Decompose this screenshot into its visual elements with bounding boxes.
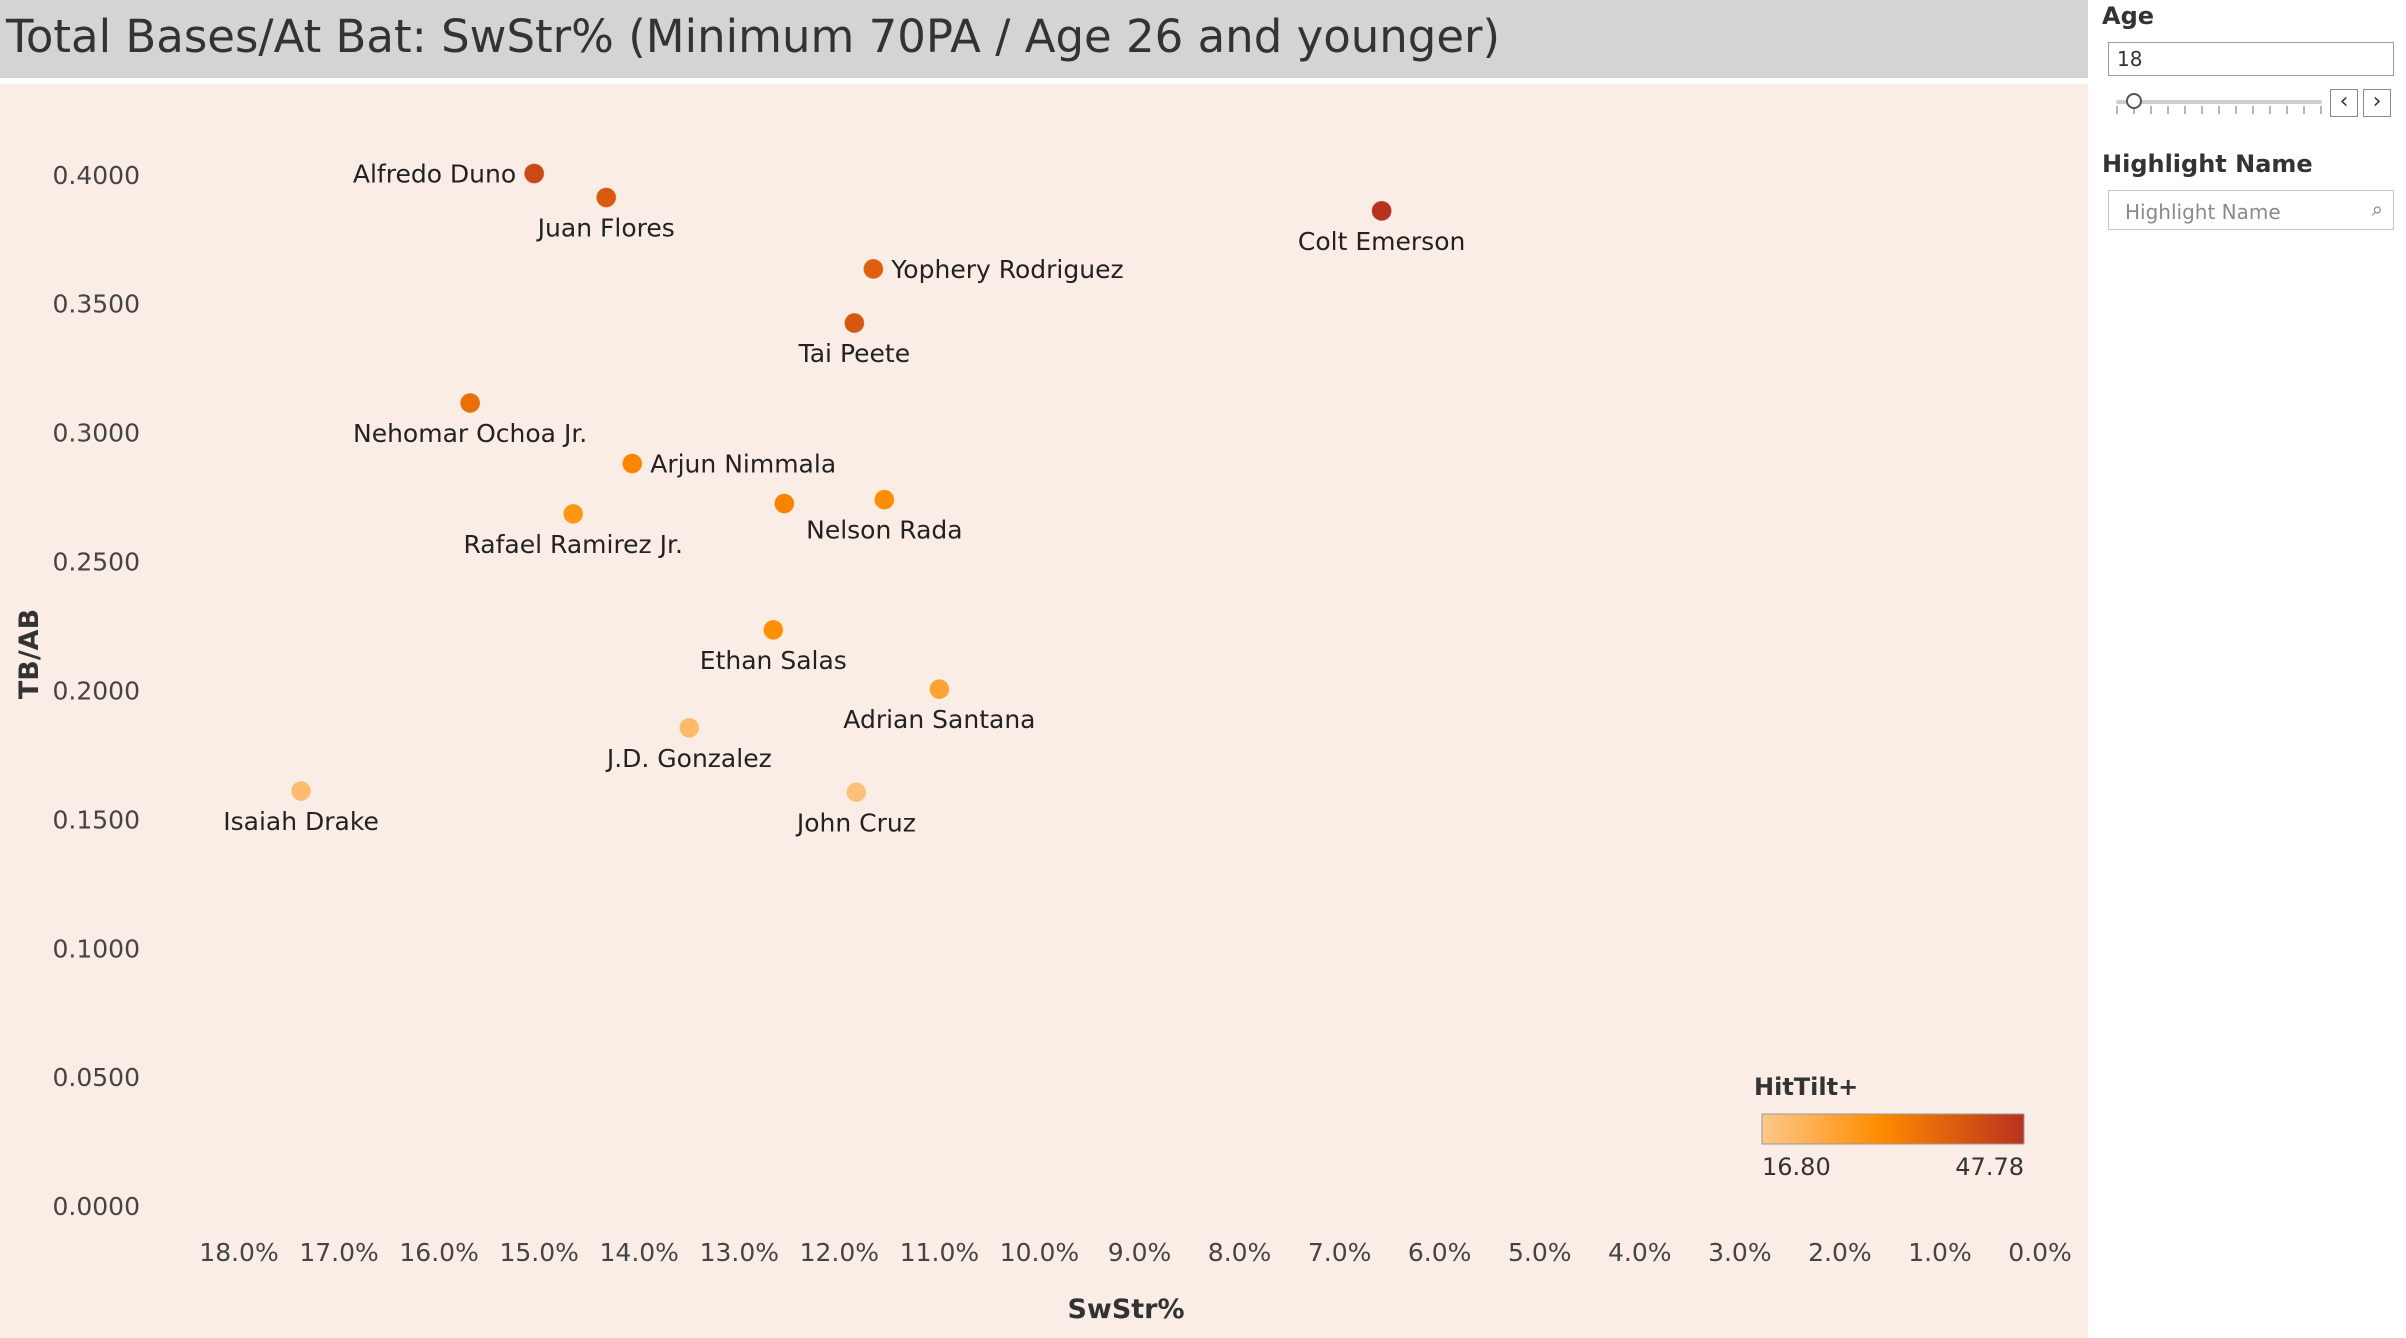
search-icon[interactable]: ⌕	[2371, 197, 2383, 221]
x-tick-label: 4.0%	[1608, 1238, 1672, 1267]
point-label: Juan Flores	[536, 213, 675, 242]
x-tick-label: 9.0%	[1108, 1238, 1172, 1267]
x-tick-label: 1.0%	[1908, 1238, 1972, 1267]
point-label: John Cruz	[795, 808, 916, 837]
age-filter-label: Age	[2102, 2, 2155, 30]
point-labels: Alfredo Duno Juan Flores Colt Emerson Yophe…	[223, 159, 1465, 837]
age-slider-ticks	[2116, 106, 2322, 114]
x-tick-label: 18.0%	[199, 1238, 278, 1267]
x-tick-label: 8.0%	[1208, 1238, 1272, 1267]
chevron-right-icon: ›	[2372, 89, 2382, 114]
x-tick-label: 3.0%	[1708, 1238, 1772, 1267]
point-label: J.D. Gonzalez	[605, 744, 772, 773]
x-axis-title: SwStr%	[1067, 1294, 1184, 1325]
legend-gradient-bar	[1761, 1113, 2025, 1145]
data-point[interactable]	[523, 162, 545, 184]
data-point[interactable]	[843, 312, 865, 334]
x-tick-label: 16.0%	[399, 1238, 478, 1267]
point-label: Alfredo Duno	[353, 159, 516, 188]
y-tick-label: 0.3000	[53, 419, 140, 448]
age-slider-thumb[interactable]	[2126, 93, 2142, 109]
highlight-name-input[interactable]	[2123, 199, 2357, 225]
chevron-left-icon: ‹	[2339, 89, 2349, 114]
y-tick-label: 0.1000	[53, 934, 140, 963]
point-label: Yophery Rodriguez	[890, 255, 1123, 284]
x-tick-label: 10.0%	[1000, 1238, 1079, 1267]
x-tick-label: 0.0%	[2008, 1238, 2072, 1267]
legend-max-label: 47.78	[1955, 1153, 2024, 1181]
data-point[interactable]	[678, 717, 700, 739]
legend-title: HitTilt+	[1754, 1073, 1858, 1101]
data-point[interactable]	[1371, 200, 1393, 222]
x-tick-label: 13.0%	[700, 1238, 779, 1267]
age-input[interactable]	[2108, 42, 2394, 76]
x-tick-label: 12.0%	[800, 1238, 879, 1267]
page-title: Total Bases/At Bat: SwStr% (Minimum 70PA…	[6, 10, 1501, 63]
y-tick-label: 0.4000	[53, 161, 140, 190]
age-next-button[interactable]: ›	[2363, 89, 2391, 117]
data-point[interactable]	[562, 503, 584, 525]
highlight-name-box[interactable]: ⌕	[2108, 190, 2394, 230]
title-bar: Total Bases/At Bat: SwStr% (Minimum 70PA…	[0, 0, 2088, 78]
x-axis-ticks: 18.0% 17.0% 16.0% 15.0% 14.0% 13.0% 12.0% 11.0%…	[199, 1238, 2071, 1267]
x-tick-label: 14.0%	[600, 1238, 679, 1267]
point-label: Arjun Nimmala	[650, 450, 836, 479]
point-label: Nelson Rada	[806, 516, 962, 545]
data-point[interactable]	[459, 392, 481, 414]
x-tick-label: 2.0%	[1808, 1238, 1872, 1267]
x-tick-label: 11.0%	[900, 1238, 979, 1267]
point-label: Adrian Santana	[843, 705, 1035, 734]
scatter-chart: 0.0000 0.0500 0.1000 0.1500 0.2000 0.2500 0.30…	[14, 159, 2072, 1325]
data-point[interactable]	[928, 678, 950, 700]
x-tick-label: 7.0%	[1308, 1238, 1372, 1267]
highlight-name-label: Highlight Name	[2102, 150, 2313, 178]
point-label: Nehomar Ochoa Jr.	[353, 419, 587, 448]
data-points	[290, 162, 1393, 803]
data-point[interactable]	[290, 780, 312, 802]
filter-panel: Age ‹ › Highlight Name ⌕	[2088, 0, 2406, 1338]
y-tick-label: 0.3500	[53, 290, 140, 319]
point-label: Ethan Salas	[700, 646, 847, 675]
point-label: Isaiah Drake	[223, 807, 379, 836]
y-tick-label: 0.0500	[53, 1063, 140, 1092]
color-legend: HitTilt+ 16.80 47.78	[1754, 1073, 2025, 1181]
point-label: Colt Emerson	[1298, 227, 1465, 256]
point-label: Tai Peete	[798, 339, 910, 368]
data-point[interactable]	[873, 489, 895, 511]
y-tick-label: 0.2000	[53, 676, 140, 705]
y-axis-ticks: 0.0000 0.0500 0.1000 0.1500 0.2000 0.2500 0.30…	[53, 161, 140, 1221]
y-tick-label: 0.2500	[53, 548, 140, 577]
data-point[interactable]	[762, 619, 784, 641]
x-tick-label: 6.0%	[1408, 1238, 1472, 1267]
chart-area: 0.0000 0.0500 0.1000 0.1500 0.2000 0.2500 0.30…	[0, 84, 2088, 1338]
y-tick-label: 0.1500	[53, 805, 140, 834]
x-tick-label: 5.0%	[1508, 1238, 1572, 1267]
x-tick-label: 15.0%	[499, 1238, 578, 1267]
y-axis-title: TB/AB	[14, 609, 45, 699]
age-prev-button[interactable]: ‹	[2330, 89, 2358, 117]
data-point[interactable]	[621, 453, 643, 475]
data-point[interactable]	[845, 781, 867, 803]
x-tick-label: 17.0%	[299, 1238, 378, 1267]
legend-min-label: 16.80	[1762, 1153, 1831, 1181]
point-label: Rafael Ramirez Jr.	[463, 530, 682, 559]
data-point[interactable]	[595, 186, 617, 208]
age-slider-track[interactable]	[2116, 100, 2322, 104]
data-point[interactable]	[862, 258, 884, 280]
y-tick-label: 0.0000	[53, 1192, 140, 1221]
data-point[interactable]	[773, 493, 795, 515]
